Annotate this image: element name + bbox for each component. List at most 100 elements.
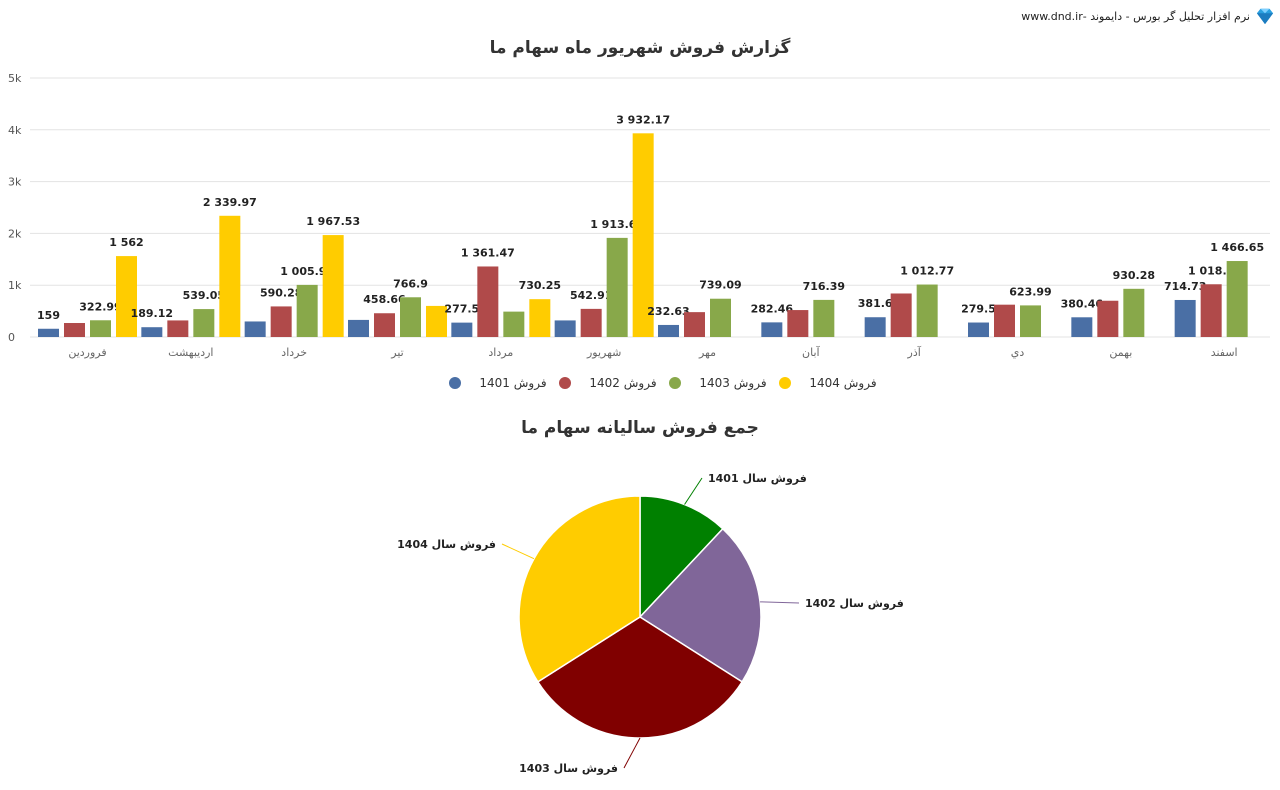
- y-tick-label: 4k: [8, 124, 22, 137]
- bar: [916, 284, 938, 337]
- pie-slice: [518, 495, 641, 683]
- pie-leader-line: [760, 601, 800, 604]
- data-label: 1 913.62: [590, 218, 644, 231]
- data-label: 381.6: [858, 297, 893, 310]
- bar: [529, 299, 551, 337]
- bar: [710, 298, 731, 337]
- bar: [219, 215, 241, 337]
- pie-slice: [638, 527, 762, 683]
- bar: [348, 319, 369, 337]
- bar: [761, 322, 783, 337]
- bar: [193, 309, 215, 337]
- bar: [1097, 300, 1119, 337]
- bar: [787, 310, 809, 337]
- data-label: 539.05: [183, 289, 225, 302]
- bar: [477, 266, 499, 337]
- x-tick-label: اسفند: [1211, 346, 1238, 359]
- bar: [1226, 261, 1248, 337]
- data-label: 739.09: [699, 279, 741, 292]
- bar: [684, 312, 705, 337]
- bar-chart: 0 1k 2k 3k 4k 5k 159 322.99 1 562 فروردین 189.12 53…: [8, 72, 1270, 391]
- bar: [1020, 305, 1041, 337]
- x-tick-label: اردیبهشت: [168, 346, 213, 359]
- bar: [1200, 284, 1222, 337]
- bar: [38, 328, 59, 337]
- x-tick-label: آبان: [802, 345, 820, 359]
- pie-slice-label: فروش سال 1404: [397, 538, 496, 551]
- bar: [244, 321, 266, 337]
- bar: [658, 324, 679, 337]
- bar: [1174, 299, 1196, 337]
- pie-slice-label: فروش سال 1401: [708, 472, 807, 485]
- bar: [1071, 317, 1093, 337]
- legend-marker: [669, 377, 681, 389]
- brand-header[interactable]: نرم افزار تحلیل گر بورس - دایموند -www.d…: [1021, 6, 1274, 26]
- bar: [554, 320, 576, 337]
- legend-marker: [449, 377, 461, 389]
- data-label: 277.5: [444, 303, 479, 316]
- data-label: 1 012.77: [900, 265, 954, 278]
- data-label: 458.66: [363, 293, 406, 306]
- y-tick-label: 1k: [8, 279, 22, 292]
- data-label: 1 562: [109, 236, 143, 249]
- data-label: 1 361.47: [461, 246, 515, 259]
- y-tick-label: 3k: [8, 176, 22, 189]
- bar: [994, 304, 1015, 337]
- x-tick-label: تیر: [390, 346, 403, 359]
- diamond-icon: [1256, 8, 1274, 25]
- bar: [426, 305, 447, 337]
- pie-leader-line: [684, 477, 703, 505]
- pie-slice-label: فروش سال 1403: [519, 762, 618, 775]
- bar: [606, 237, 628, 337]
- bar: [374, 313, 395, 337]
- x-tick-label: خرداد: [281, 346, 307, 359]
- x-tick-label: آذر: [907, 345, 922, 359]
- pie-leader-line: [623, 737, 641, 769]
- legend-label: فروش 1404: [809, 376, 876, 391]
- x-tick-label: شهریور: [586, 346, 621, 359]
- y-tick-label: 5k: [8, 72, 22, 85]
- bar: [296, 284, 318, 337]
- legend-marker: [779, 377, 791, 389]
- bar: [580, 308, 602, 337]
- bar-chart-title: گزارش فروش شهریور ماه سهام ما: [489, 38, 791, 58]
- y-tick-label: 0: [8, 331, 15, 344]
- data-label: 716.39: [803, 280, 845, 293]
- y-tick-label: 2k: [8, 227, 22, 240]
- bar: [451, 322, 473, 337]
- data-label: 232.63: [647, 305, 689, 318]
- bar: [322, 235, 344, 337]
- bar: [270, 306, 292, 337]
- bar: [632, 133, 654, 337]
- bar: [890, 293, 912, 337]
- bar: [503, 311, 525, 337]
- x-tick-label: مرداد: [488, 346, 513, 359]
- bar: [1123, 288, 1145, 337]
- pie-slice: [639, 495, 724, 619]
- bar: [141, 327, 163, 337]
- x-tick-label: مهر: [698, 346, 716, 359]
- x-tick-label: دي: [1011, 346, 1025, 359]
- bar: [400, 297, 421, 337]
- data-label: 1 466.65: [1210, 241, 1264, 254]
- bar: [813, 299, 835, 337]
- data-label: 189.12: [131, 307, 173, 320]
- data-label: 2 339.97: [203, 196, 257, 209]
- data-label: 1 005.94: [280, 265, 334, 278]
- x-tick-label: بهمن: [1109, 346, 1132, 359]
- data-label: 159: [37, 309, 60, 322]
- data-label: 590.28: [260, 286, 302, 299]
- pie-leader-line: [501, 543, 535, 560]
- x-tick-label: فروردین: [68, 346, 106, 359]
- data-label: 623.99: [1009, 285, 1051, 298]
- bar: [90, 320, 111, 337]
- data-label: 766.9: [393, 277, 428, 290]
- data-label: 730.25: [519, 279, 561, 292]
- bar: [167, 320, 189, 337]
- data-label: 542.91: [570, 289, 612, 302]
- data-label: 1 967.53: [306, 215, 360, 228]
- brand-text: نرم افزار تحلیل گر بورس - دایموند -www.d…: [1021, 9, 1250, 23]
- legend-label: فروش 1401: [479, 376, 546, 391]
- data-label: 380.46: [1061, 297, 1104, 310]
